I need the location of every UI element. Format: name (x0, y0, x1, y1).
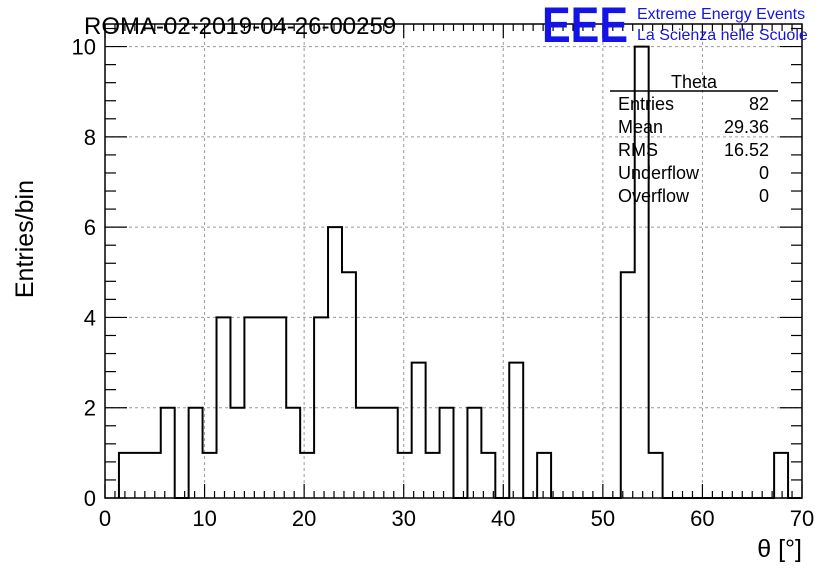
histogram-bin (328, 227, 342, 498)
histogram-bin (258, 317, 272, 498)
histogram-bin (467, 408, 481, 498)
y-tick-label: 6 (84, 215, 96, 240)
x-tick-label: 30 (391, 506, 415, 531)
y-tick-label: 10 (72, 35, 96, 60)
histogram-bin (356, 408, 370, 498)
histogram-bin (384, 408, 398, 498)
histogram-bin (412, 363, 426, 498)
x-tick-label: 0 (99, 506, 111, 531)
x-tick-label: 60 (690, 506, 714, 531)
histogram-bin (621, 272, 635, 498)
chart-title: ROMA-02-2019-04-26-00259 (84, 13, 396, 40)
y-tick-label: 4 (84, 305, 96, 330)
histogram-bin (398, 453, 412, 498)
stats-value: 29.36 (724, 117, 769, 137)
y-tick-label: 8 (84, 125, 96, 150)
x-tick-label: 10 (192, 506, 216, 531)
histogram-bin (537, 453, 551, 498)
axis-ticks (104, 24, 803, 499)
histogram-bin (147, 453, 161, 498)
histogram-bin (370, 408, 384, 498)
histogram-bin (649, 453, 663, 498)
stats-value: 0 (759, 163, 769, 183)
y-tick-label: 2 (84, 396, 96, 421)
x-tick-label: 50 (591, 506, 615, 531)
stats-label: Underflow (618, 163, 700, 183)
histogram-bin (426, 453, 440, 498)
stats-label: RMS (618, 140, 658, 160)
logo-mark: EEE (542, 0, 628, 53)
histogram-bin (189, 408, 203, 498)
x-tick-label: 40 (491, 506, 515, 531)
stats-label: Overflow (618, 186, 690, 206)
stats-value: 82 (749, 94, 769, 114)
histogram-bin (230, 408, 244, 498)
eee-logo: EEE Extreme Energy Events La Scienza nel… (542, 0, 808, 53)
histogram-bin (509, 363, 523, 498)
histogram-bin (286, 408, 300, 498)
histogram-bars (117, 45, 802, 499)
histogram-bin (161, 408, 175, 498)
stats-label: Mean (618, 117, 663, 137)
histogram-bin (635, 47, 649, 498)
histogram-bin (342, 272, 356, 498)
y-axis-label: Entries/bin (11, 180, 39, 298)
stats-label: Entries (618, 94, 674, 114)
x-tick-label: 20 (292, 506, 316, 531)
x-tick-label: 70 (790, 506, 814, 531)
histogram-bin (272, 317, 286, 498)
histogram-bin (244, 317, 258, 498)
histogram-bin (119, 453, 133, 498)
histogram-bin (774, 453, 788, 498)
logo-line1: Extreme Energy Events (637, 6, 805, 23)
tick-labels: 0 10 20 30 40 50 60 70 0 2 4 6 8 10 (72, 35, 815, 531)
y-tick-label: 0 (84, 486, 96, 511)
stats-name: Theta (671, 72, 718, 92)
histogram-bin (217, 317, 231, 498)
histogram-bin (440, 408, 454, 498)
stats-box: Theta Entries 82 Mean 29.36 RMS 16.52 Underflo… (610, 72, 778, 206)
stats-value: 16.52 (724, 140, 769, 160)
histogram-bin (300, 453, 314, 498)
stats-value: 0 (759, 186, 769, 206)
x-axis-label: θ [°] (757, 535, 802, 563)
histogram-outline (117, 45, 802, 499)
logo-line2: La Scienza nelle Scuole (637, 27, 808, 44)
histogram-bin (314, 317, 328, 498)
